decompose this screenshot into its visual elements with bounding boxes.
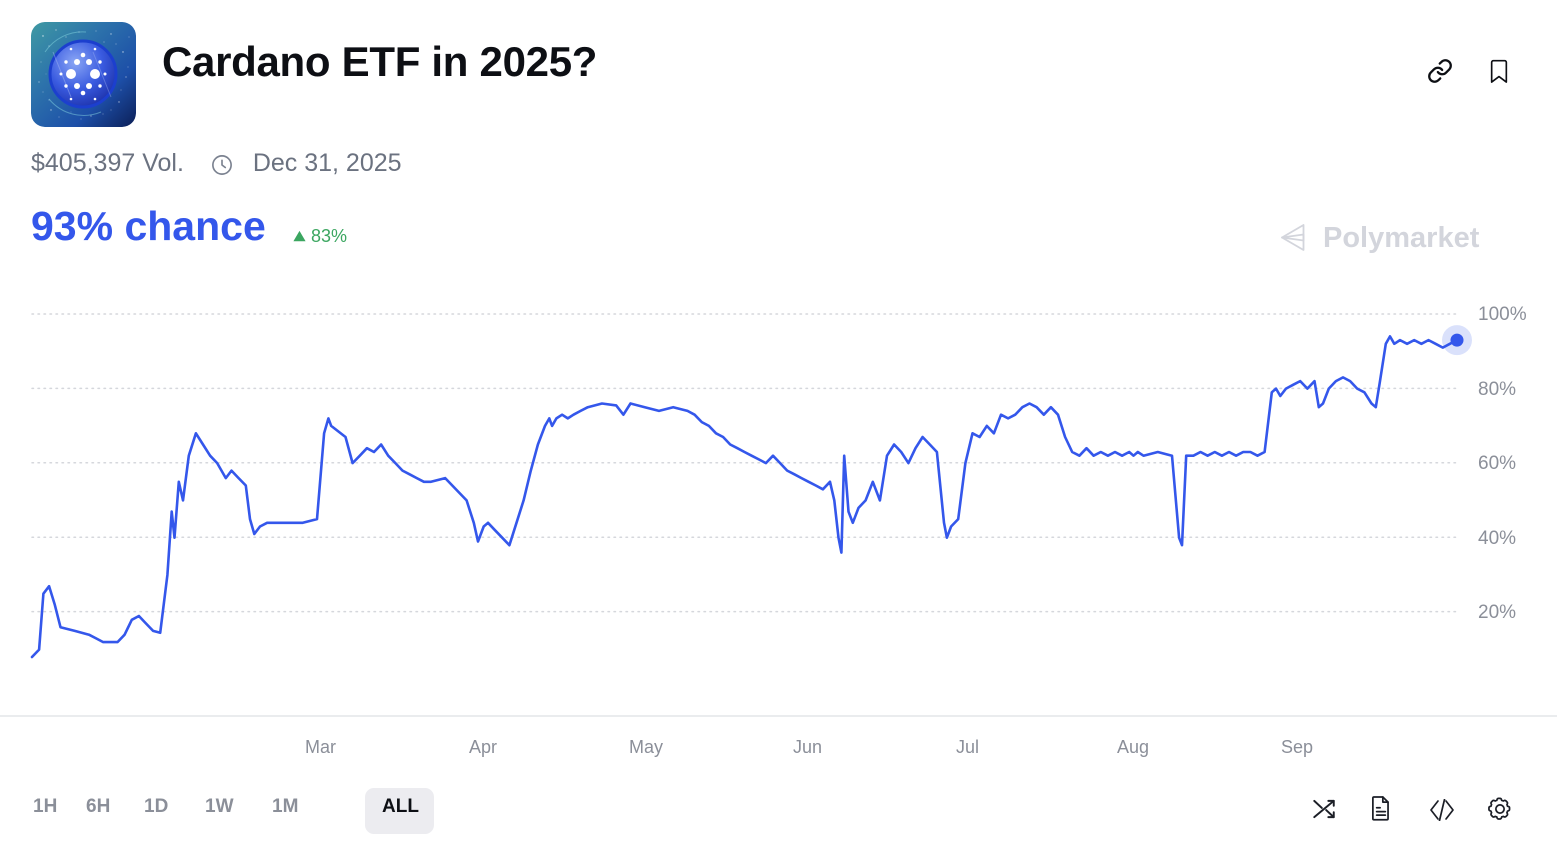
svg-text:Apr: Apr bbox=[469, 737, 497, 757]
svg-text:Sep: Sep bbox=[1281, 737, 1313, 757]
svg-text:May: May bbox=[629, 737, 663, 757]
svg-text:100%: 100% bbox=[1478, 304, 1527, 325]
svg-text:40%: 40% bbox=[1478, 528, 1516, 549]
svg-text:Jul: Jul bbox=[956, 737, 979, 757]
svg-text:60%: 60% bbox=[1478, 453, 1516, 474]
svg-text:Aug: Aug bbox=[1117, 737, 1149, 757]
svg-text:Mar: Mar bbox=[305, 737, 336, 757]
svg-text:Jun: Jun bbox=[793, 737, 822, 757]
svg-text:80%: 80% bbox=[1478, 379, 1516, 400]
svg-text:20%: 20% bbox=[1478, 602, 1516, 623]
